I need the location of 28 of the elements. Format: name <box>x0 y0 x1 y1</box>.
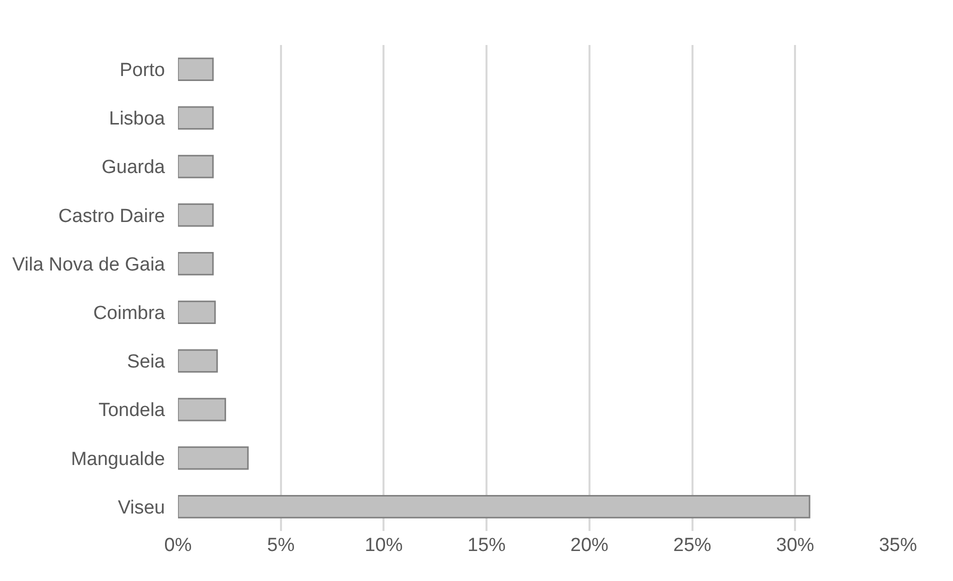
bar <box>178 300 216 324</box>
y-tick-label: Coimbra <box>93 302 166 324</box>
x-tick-label: 30% <box>776 535 814 556</box>
y-tick-label: Lisboa <box>109 108 166 130</box>
bar <box>178 154 214 178</box>
y-tick-label: Castro Daire <box>58 206 165 227</box>
bar <box>178 398 226 422</box>
bar <box>178 252 214 276</box>
y-tick-label: Seia <box>126 352 166 373</box>
x-tick-label: 10% <box>364 535 403 556</box>
bar <box>178 495 810 518</box>
bar <box>178 203 214 227</box>
x-tick-label: 0% <box>164 535 192 556</box>
x-tick-label: 35% <box>878 535 918 556</box>
y-tick-label: Viseu <box>118 497 165 518</box>
y-tick-label: Tondela <box>98 400 166 422</box>
y-tick-label: Guarda <box>102 157 166 178</box>
x-tick-label: 5% <box>267 535 295 556</box>
y-tick-label: Mangualde <box>70 448 165 470</box>
bar <box>178 58 214 81</box>
x-tick-label: 25% <box>673 535 712 556</box>
y-tick-label: Porto <box>120 60 165 81</box>
x-tick-label: 20% <box>570 535 609 556</box>
y-tick-label: Vila Nova de Gaia <box>12 254 166 276</box>
x-tick-label: 15% <box>468 535 506 556</box>
bar <box>178 446 249 470</box>
bar <box>178 349 218 373</box>
bar <box>178 106 214 130</box>
